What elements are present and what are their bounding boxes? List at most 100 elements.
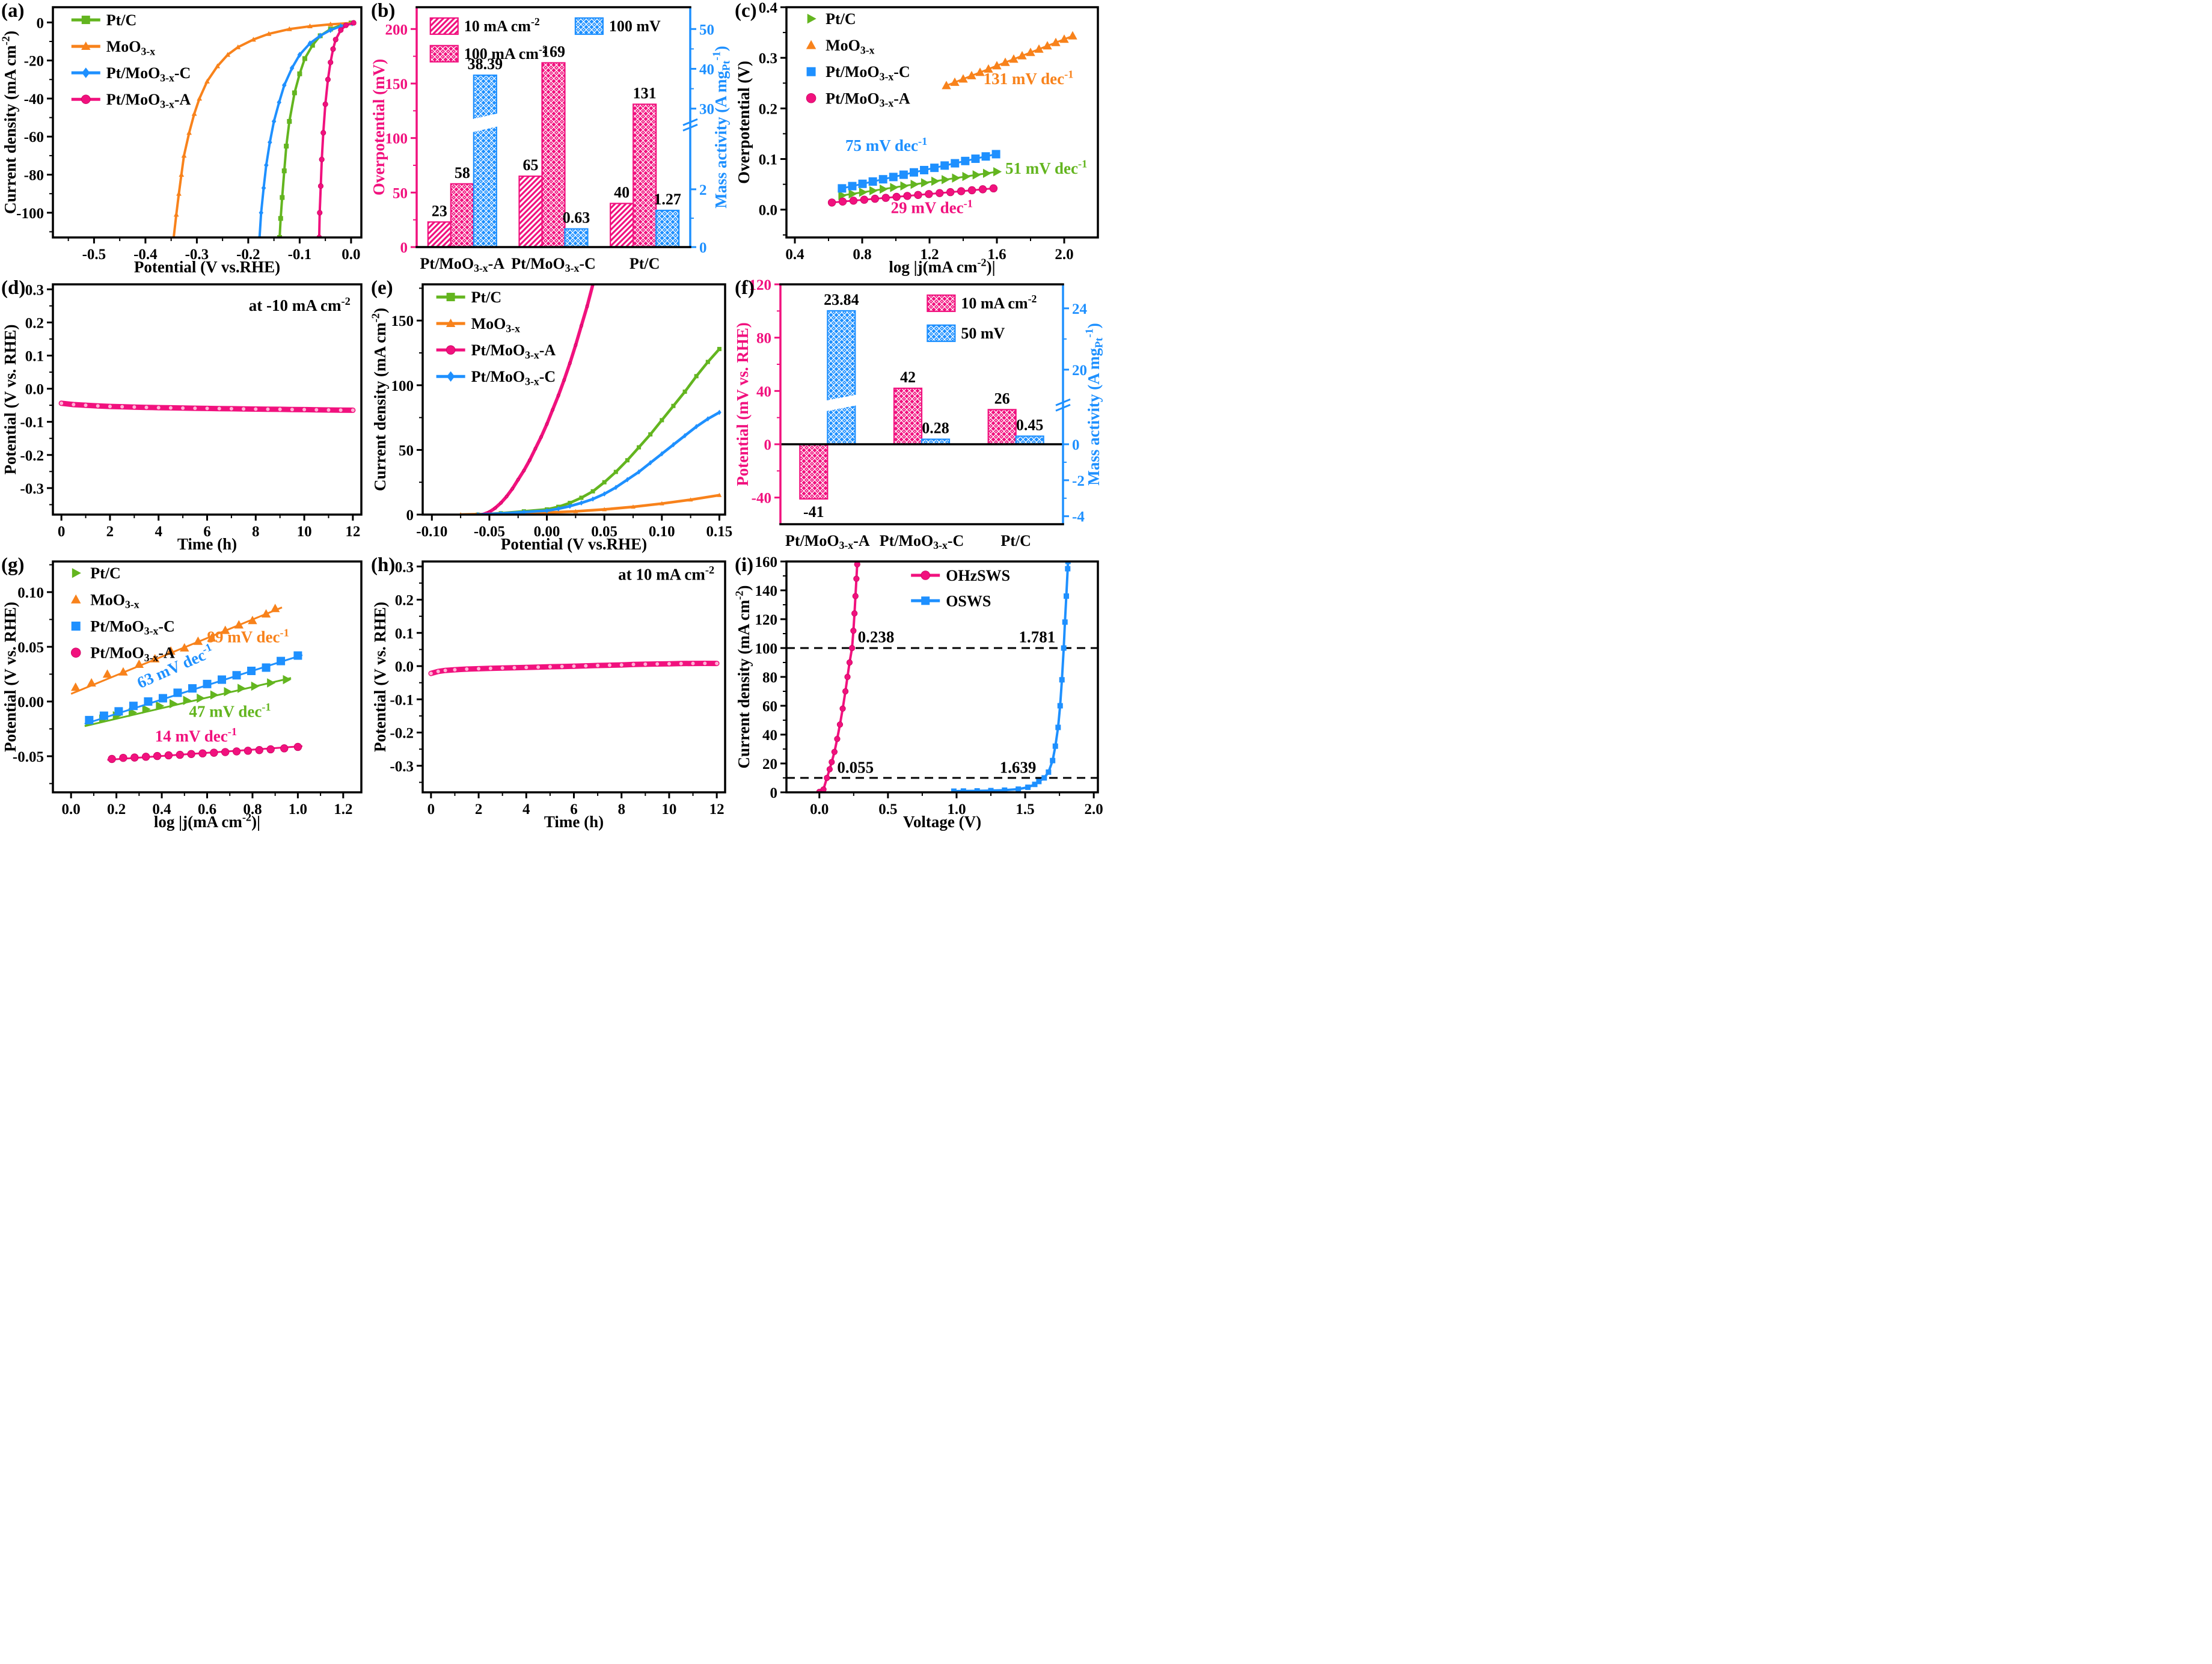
- right-tick-label: 0: [699, 240, 707, 256]
- y-tick-label: 40: [762, 727, 777, 744]
- legend-label: Pt/MoO3-x-C: [826, 63, 910, 82]
- right-tick-label: 50: [699, 22, 714, 38]
- y-tick-label: 0.2: [759, 101, 777, 117]
- legend-label: 50 mV: [961, 325, 1005, 342]
- annotation: at -10 mA cm-2: [249, 295, 351, 314]
- x-tick-label: 1.0: [289, 801, 307, 818]
- left-tick-label: 100: [385, 131, 408, 147]
- x-tick-label: 0.4: [152, 801, 171, 818]
- chart-g: 0.0 0.2 0.4 0.6 0.8 1.0 1.2 -0.05 0.00 0.05 0.10 Pt…: [1, 560, 363, 831]
- y-tick-label: 60: [762, 699, 777, 715]
- panel-f: (f) -40 0 40 80 120 -4 -2 0 20 24 -41 23.84 Pt/MoO3-…: [734, 277, 1106, 554]
- x-tick-label: 4: [522, 801, 530, 818]
- left-axis-label: Overpotential (mV): [370, 59, 388, 195]
- legend-label: Pt/MoO3-x-A: [106, 91, 191, 110]
- bar-value-label: 40: [614, 183, 630, 201]
- plot-frame: [785, 6, 1099, 239]
- series-Pt/C: [838, 167, 1002, 200]
- y-tick-label: -100: [16, 206, 44, 222]
- y-tick-label: -0.1: [20, 415, 44, 431]
- y-tick-label: 0.1: [25, 348, 44, 364]
- x-tick-label: 0.6: [198, 801, 216, 818]
- y-tick-label: 0.0: [25, 382, 44, 398]
- bar-value-label: -41: [803, 503, 824, 521]
- legend: 10 mA cm-2 50 mV: [927, 293, 1037, 342]
- plot-frame: [421, 560, 726, 794]
- x-tick-label: 1.2: [334, 801, 352, 818]
- left-tick-label: -40: [752, 491, 771, 507]
- left-tick-label: 40: [756, 384, 771, 400]
- y-tick-label: 100: [391, 378, 414, 394]
- y-tick-label: 150: [391, 313, 414, 329]
- x-tick-label: -0.10: [416, 524, 447, 540]
- y-tick-label: -60: [24, 129, 44, 145]
- series-Pt/MoO3-x-C: [476, 409, 722, 515]
- series-Pt/MoO3-x-A: [316, 20, 357, 237]
- annotation: 29 mV dec-1: [891, 197, 973, 216]
- legend-label: 10 mA cm-2: [464, 16, 540, 35]
- series-MoO3-x: [942, 31, 1077, 90]
- bar-value-label: 38.39: [468, 55, 503, 73]
- y-axis-label: Current density (mA cm-2): [370, 308, 389, 491]
- y-axis-label: Current density (mA cm-2): [734, 585, 753, 768]
- legend-label: Pt/C: [471, 289, 502, 306]
- y-tick-label: 0.3: [395, 559, 414, 575]
- y-tick-label: 0.10: [17, 585, 44, 601]
- series-Pt/MoO3-x-C: [257, 20, 355, 237]
- y-tick-label: 160: [755, 554, 778, 570]
- bar-169: 169: [541, 43, 566, 248]
- y-axis-label: Current density (mA cm-2): [0, 31, 19, 214]
- legend: Pt/C MoO3-x Pt/MoO3-x-C Pt/MoO3-x-A: [806, 10, 910, 109]
- chart-d: 0 2 4 6 8 10 12 -0.3 -0.2 -0.1 0.0 0.1 0.2 0.3 at -10 …: [1, 282, 363, 553]
- annotation: at 10 mA cm-2: [618, 564, 714, 583]
- panel-h: (h) 0 2 4 6 8 10 12 -0.3 -0.2 -0.1 0.0 0.1 0.2 0.3 at …: [370, 554, 734, 832]
- series-Pt/MoO3-x-A stability: [58, 400, 356, 413]
- panel-letter-i: (i): [735, 554, 754, 576]
- bar-23.84: 23.84: [824, 291, 859, 445]
- x-tick-label: 0.05: [591, 524, 617, 540]
- x-tick-label: 1.2: [920, 246, 939, 263]
- bar-0.45: 0.45: [1015, 417, 1044, 445]
- legend-label: 100 mV: [609, 17, 661, 35]
- series-OSWS: [951, 561, 1071, 792]
- x-tick-label: 6: [570, 801, 578, 818]
- panel-letter-e: (e): [371, 277, 393, 299]
- bar-value-label: 42: [900, 369, 916, 386]
- legend: Pt/C MoO3-x Pt/MoO3-x-C Pt/MoO3-x-A: [70, 564, 175, 664]
- panel-g: (g) 0.0 0.2 0.4 0.6 0.8 1.0 1.2 -0.05 0.00 0.05 0.…: [0, 554, 370, 832]
- chart-area-c: 0.4 0.8 1.2 1.6 2.0 0.0 0.1 0.2 0.3 0.4 Pt/C MoO3-x…: [734, 0, 1106, 277]
- panel-letter-c: (c): [735, 0, 757, 22]
- legend-label: Pt/C: [90, 564, 121, 582]
- left-tick-label: 120: [749, 277, 772, 293]
- figure-canvas: (a) -0.5 -0.4 -0.3 -0.2 -0.1 0.0 0 -20 -40 -60 -80…: [0, 0, 1106, 832]
- chart-area-g: 0.0 0.2 0.4 0.6 0.8 1.0 1.2 -0.05 0.00 0.05 0.10 Pt…: [0, 554, 370, 832]
- y-tick-label: -20: [24, 54, 44, 70]
- y-tick-label: 0.2: [395, 593, 414, 609]
- category-label: Pt/C: [630, 255, 660, 272]
- chart-area-e: -0.10 -0.05 0.00 0.05 0.10 0.15 0 50 100 150 Pt/C M…: [370, 277, 734, 554]
- left-tick-label: 0: [764, 437, 772, 453]
- left-tick-label: 50: [393, 185, 408, 201]
- x-tick-label: 6: [203, 524, 211, 540]
- legend-label: Pt/MoO3-x-C: [90, 618, 175, 637]
- y-tick-label: 0.3: [759, 50, 777, 67]
- bar-26: 26: [987, 390, 1017, 445]
- left-tick-label: 0: [400, 240, 408, 256]
- category-label: Pt/MoO3-x-C: [511, 255, 596, 274]
- series-Pt/MoO3-x-A: [827, 184, 998, 207]
- series-Pt/MoO3-x-C: [838, 150, 1000, 193]
- legend-label: Pt/C: [106, 11, 137, 29]
- legend-label: Pt/MoO3-x-C: [471, 368, 556, 387]
- annotation: 1.781: [1019, 628, 1056, 646]
- legend: Pt/C MoO3-x Pt/MoO3-x-A Pt/MoO3-x-C: [436, 289, 556, 387]
- x-tick-label: 2.0: [1085, 801, 1103, 818]
- x-tick-label: 0.8: [243, 801, 262, 818]
- bar-value-label: 131: [633, 84, 657, 102]
- bar-value-label: 0.45: [1016, 417, 1044, 434]
- y-tick-label: 0.1: [395, 626, 414, 642]
- legend-label: MoO3-x: [90, 591, 139, 610]
- right-tick-label: 24: [1072, 301, 1088, 317]
- x-tick-label: 0: [58, 524, 66, 540]
- chart-b: 0 50 100 150 200 0 2 30 40 50 23 58 38.39 Pt/MoO3-x-A…: [370, 6, 732, 274]
- plot-frame: [52, 6, 363, 239]
